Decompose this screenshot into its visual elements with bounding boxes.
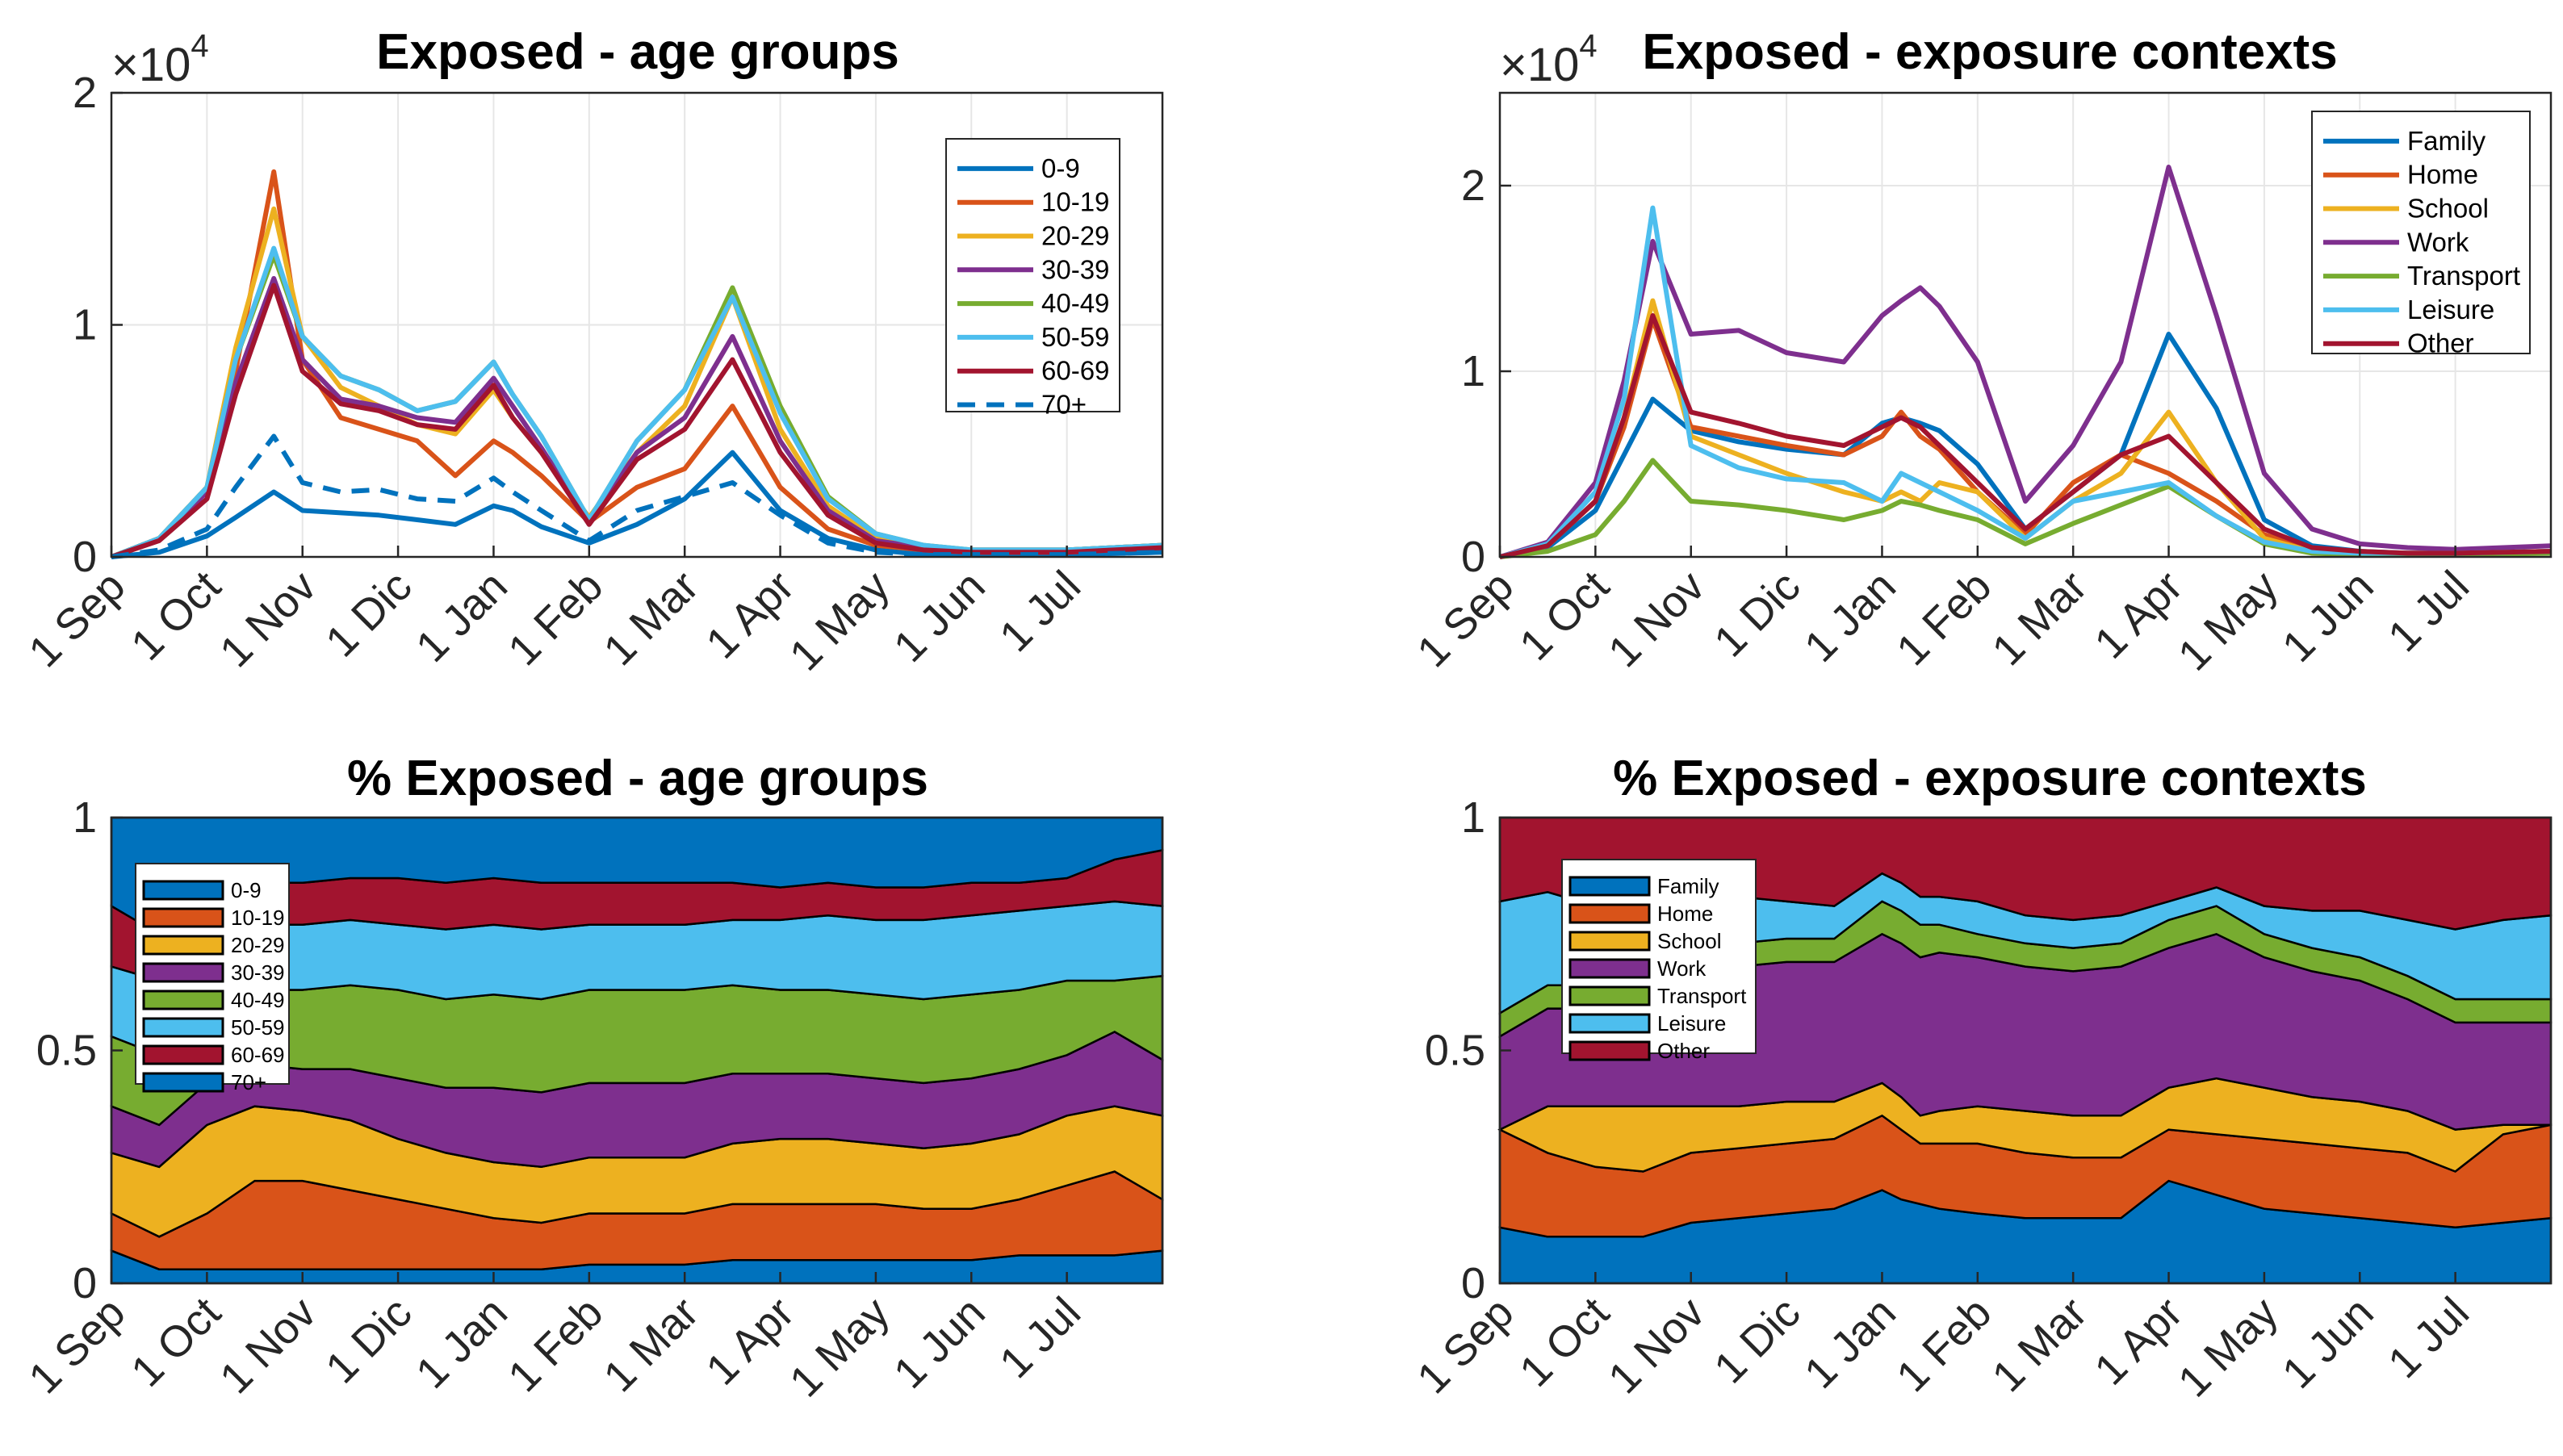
legend-entry: Leisure: [1657, 1011, 1726, 1036]
legend-entry: 20-29: [231, 933, 285, 957]
legend-entry: Leisure: [2407, 295, 2494, 324]
exponent-label: ×104: [111, 28, 209, 91]
legend-box: [945, 138, 1120, 412]
chart-title: % Exposed - exposure contexts: [1613, 751, 2367, 806]
legend-swatch: [142, 907, 224, 928]
legend-entry: Other: [1657, 1039, 1710, 1063]
legend-swatch: [1568, 958, 1651, 979]
chart-title: Exposed - age groups: [376, 24, 899, 80]
series-line-70-: [111, 433, 1163, 559]
legend-swatch: [142, 989, 224, 1010]
y-tick-label: 0.5: [1425, 1027, 1485, 1075]
y-tick-label: 0: [1461, 533, 1485, 581]
legend-swatch: [142, 935, 224, 956]
legend-entry: Home: [2407, 160, 2478, 190]
y-tick-label: 2: [73, 69, 97, 117]
legend-entry: 30-39: [231, 960, 285, 985]
y-tick-label: 1: [73, 301, 97, 349]
series-line-50-59: [110, 245, 1163, 559]
series-line-leisure: [1499, 205, 2552, 559]
legend-swatch: [142, 880, 224, 901]
y-tick-label: 1: [1461, 793, 1485, 842]
legend-entry: 70+: [1041, 390, 1087, 420]
legend-entry: School: [2407, 194, 2489, 224]
legend-swatch: [142, 1017, 224, 1038]
legend-entry: 20-29: [1041, 221, 1109, 251]
y-tick-label: 1: [1461, 347, 1485, 395]
legend-entry: Work: [2407, 227, 2469, 257]
legend-entry: 40-49: [1041, 288, 1109, 318]
legend-swatch: [1568, 1013, 1651, 1034]
legend-swatch: [1568, 876, 1651, 897]
y-tick-label: 0: [73, 1259, 97, 1307]
legend-swatch: [1568, 931, 1651, 952]
y-tick-label: 0: [1461, 1259, 1485, 1307]
legend-entry: Transport: [1657, 984, 1747, 1008]
legend-entry: 10-19: [1041, 187, 1109, 217]
legend-entry: 10-19: [231, 906, 285, 930]
y-tick-label: 1: [73, 793, 97, 842]
y-tick-label: 0: [73, 533, 97, 581]
legend-entry: 60-69: [231, 1043, 285, 1067]
legend-swatch: [1568, 1040, 1651, 1061]
axes-frame: [1498, 91, 2553, 559]
y-tick-label: 0.5: [36, 1027, 97, 1075]
legend: Family Home School Work Transport Leisure Othe…: [1561, 859, 1757, 1063]
y-tick-label: 2: [1461, 161, 1485, 210]
chart-title: Exposed - exposure contexts: [1642, 24, 2337, 80]
legend-entry: Work: [1657, 956, 1707, 981]
legend-entry: 50-59: [231, 1015, 285, 1040]
series-line-0-9: [111, 450, 1163, 559]
legend-entry: Family: [1657, 874, 1719, 898]
legend-box: [2311, 111, 2531, 354]
legend-entry: Other: [2407, 328, 2474, 358]
legend-entry: 70+: [231, 1070, 266, 1094]
legend: 0-9 10-19 20-29 30-39 40-49 50-59 60-69 70+: [135, 863, 290, 1094]
chart-title: % Exposed - age groups: [347, 751, 928, 806]
legend-entry: 60-69: [1041, 356, 1109, 386]
legend-swatch: [1568, 903, 1651, 924]
series-line-work: [1499, 165, 2552, 559]
legend-entry: 30-39: [1041, 254, 1109, 284]
exponent-label: ×104: [1500, 28, 1598, 91]
legend-entry: 40-49: [231, 988, 285, 1012]
legend-entry: 0-9: [1041, 153, 1080, 183]
legend-entry: Family: [2407, 126, 2486, 156]
legend-entry: Transport: [2407, 261, 2520, 291]
legend-swatch: [142, 962, 224, 983]
legend-swatch: [142, 1072, 224, 1093]
legend-entry: 50-59: [1041, 322, 1109, 352]
legend-entry: 0-9: [231, 878, 262, 902]
legend-entry: School: [1657, 929, 1722, 953]
series-line-60-69: [111, 282, 1163, 559]
legend-entry: Home: [1657, 902, 1713, 926]
legend-swatch: [1568, 985, 1651, 1006]
legend-swatch: [142, 1044, 224, 1065]
series-line-other: [1499, 313, 2552, 559]
